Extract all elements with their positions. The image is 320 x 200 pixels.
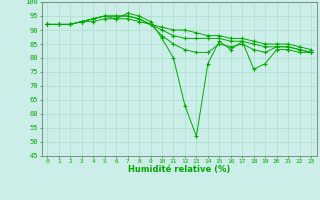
X-axis label: Humidité relative (%): Humidité relative (%) — [128, 165, 230, 174]
